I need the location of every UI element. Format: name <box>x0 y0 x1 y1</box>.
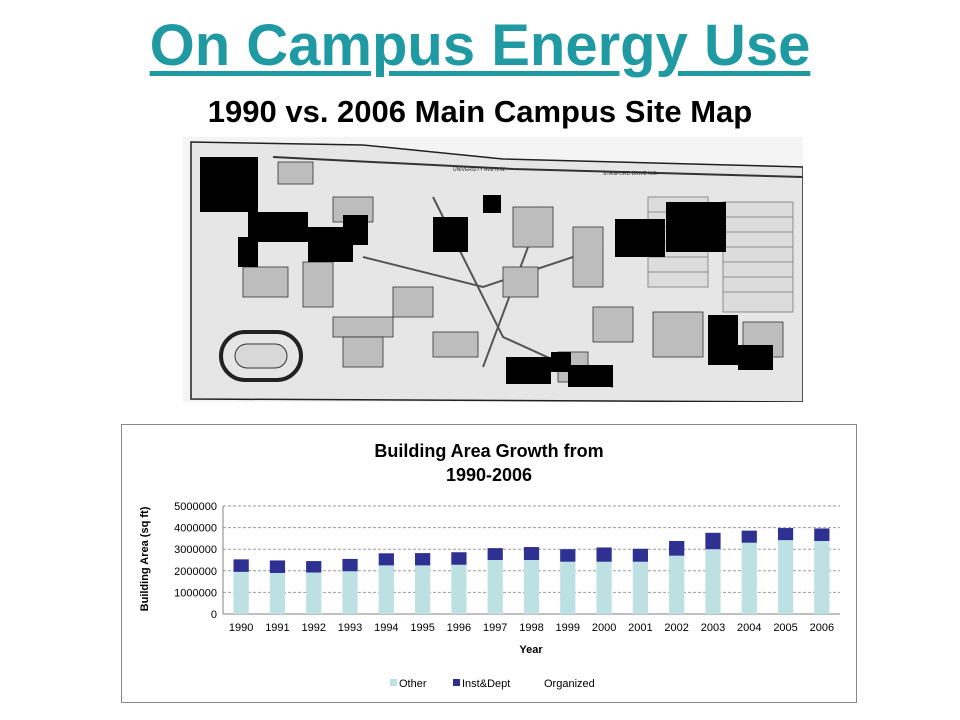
street-label-1: UNIVERSITY AVE N.W. <box>453 167 506 173</box>
bar-other-1998 <box>523 560 540 614</box>
bar-inst-dept-1997 <box>487 548 503 560</box>
chart-title-line-2: 1990-2006 <box>446 465 532 485</box>
bar-inst-dept-2002 <box>669 540 685 556</box>
x-tick-label: 2001 <box>628 622 652 634</box>
y-tick-label: 1000000 <box>174 587 217 599</box>
x-tick-label: 1994 <box>374 622 398 634</box>
road-diagonal-1 <box>362 246 604 289</box>
bar-inst-dept-2004 <box>741 530 757 543</box>
x-tick-label: 1992 <box>301 622 325 634</box>
bar-inst-dept-1994 <box>378 553 394 566</box>
bar-inst-dept-1991 <box>269 560 286 573</box>
bar-other-1990 <box>233 571 249 614</box>
x-axis-label: Year <box>519 644 543 656</box>
x-tick-label: 2000 <box>592 622 616 634</box>
bar-inst-dept-2003 <box>705 532 721 550</box>
bar-other-2005 <box>777 540 794 614</box>
x-tick-label: 1996 <box>447 622 471 634</box>
x-tick-label: 2002 <box>664 622 688 634</box>
bar-inst-dept-1999 <box>560 549 576 562</box>
bar-inst-dept-2005 <box>777 528 794 541</box>
bar-other-1996 <box>451 564 467 614</box>
bar-other-1995 <box>414 565 431 614</box>
bar-inst-dept-1990 <box>233 559 249 572</box>
bar-inst-dept-2006 <box>814 528 830 541</box>
x-tick-label: 1993 <box>338 622 362 634</box>
bar-other-2002 <box>669 555 685 614</box>
road-north <box>272 156 803 178</box>
slide-title: On Campus Energy Use <box>149 13 811 78</box>
bar-inst-dept-1992 <box>306 561 322 573</box>
x-tick-label: 1991 <box>265 622 289 634</box>
new-buildings-highlight <box>200 157 773 387</box>
bar-inst-dept-2001 <box>632 548 649 562</box>
chart-legend: Other Inst&Dept Organized <box>390 678 595 690</box>
campus-site-map-icon: UNIVERSITY AVE N.W. STANFORD DRIVE N.E. <box>183 137 803 402</box>
bar-other-1999 <box>560 561 576 614</box>
x-tick-label: 1990 <box>229 622 253 634</box>
legend-label: Other <box>399 678 427 690</box>
bar-other-1993 <box>342 571 358 614</box>
legend-swatch <box>390 679 397 686</box>
bar-inst-dept-2000 <box>596 547 612 562</box>
y-tick-label: 0 <box>211 609 217 621</box>
bar-other-1997 <box>487 560 503 614</box>
running-track-icon <box>219 330 303 382</box>
bar-other-2001 <box>632 561 649 614</box>
y-tick-label: 5000000 <box>174 501 217 513</box>
stacked-bar-chart: Building Area Growth from 1990-2006 0 100… <box>139 441 840 690</box>
y-axis-label: Building Area (sq ft) <box>139 506 151 611</box>
y-tick-label: 4000000 <box>174 523 217 535</box>
x-tick-label: 1998 <box>519 622 543 634</box>
x-tick-label: 2003 <box>701 622 725 634</box>
x-tick-label: 1995 <box>410 622 434 634</box>
bar-inst-dept-1995 <box>414 553 431 566</box>
bar-inst-dept-1998 <box>523 547 540 560</box>
street-label-2: STANFORD DRIVE N.E. <box>603 171 658 177</box>
track-infield <box>234 343 288 369</box>
legend-label: Organized <box>544 678 595 690</box>
x-tick-label: 2005 <box>773 622 797 634</box>
x-tick-label: 2004 <box>737 622 761 634</box>
bar-other-1991 <box>269 572 286 614</box>
bar-inst-dept-1996 <box>451 552 467 565</box>
y-tick-label: 2000000 <box>174 566 217 578</box>
y-tick-label: 3000000 <box>174 544 217 556</box>
legend-swatch <box>535 679 542 686</box>
bar-other-1992 <box>306 572 322 614</box>
bar-inst-dept-1993 <box>342 558 358 572</box>
x-tick-label: 2006 <box>810 622 834 634</box>
x-tick-label: 1999 <box>556 622 580 634</box>
bar-other-1994 <box>378 565 394 614</box>
x-tick-label: 1997 <box>483 622 507 634</box>
chart-title-line-1: Building Area Growth from <box>374 441 603 461</box>
bar-other-2000 <box>596 561 612 614</box>
slide-subtitle: 1990 vs. 2006 Main Campus Site Map <box>207 94 753 129</box>
chart-frame: Building Area Growth from 1990-2006 0 100… <box>121 424 857 703</box>
legend-label: Inst&Dept <box>462 678 510 690</box>
legend-swatch <box>453 679 460 686</box>
plot-area: 0 1000000 2000000 3000000 4000000 5000000 1990… <box>174 501 840 634</box>
bar-other-2004 <box>741 542 757 614</box>
bar-other-2006 <box>814 540 830 614</box>
bar-other-2003 <box>705 549 721 614</box>
